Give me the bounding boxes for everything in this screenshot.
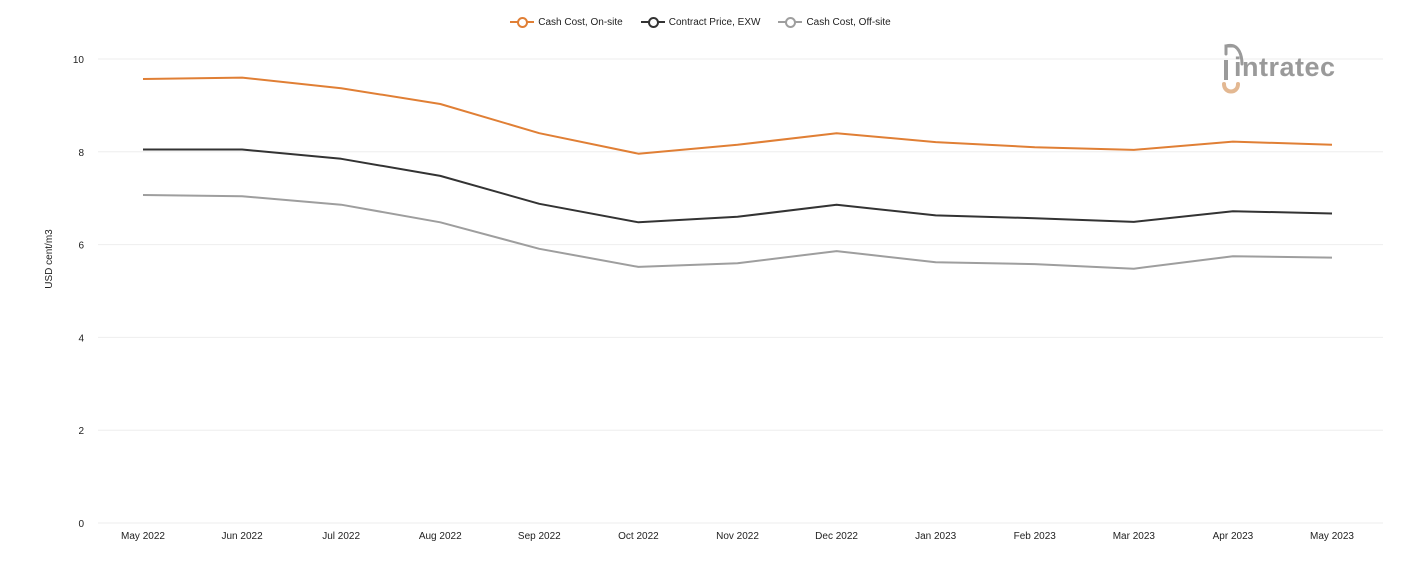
legend-swatch-on-site: [510, 16, 535, 28]
x-tick-label: Sep 2022: [518, 531, 561, 542]
data-point-series-1-1[interactable]: [239, 146, 245, 152]
y-tick-label: 0: [78, 519, 84, 530]
y-tick-label: 6: [78, 241, 84, 252]
y-tick-label: 8: [78, 148, 84, 159]
data-point-series-1-12[interactable]: [1329, 211, 1335, 217]
data-point-series-1-9[interactable]: [1032, 215, 1038, 221]
y-tick-label: 10: [73, 55, 85, 66]
data-point-series-1-10[interactable]: [1131, 219, 1137, 225]
data-point-series-2-6[interactable]: [735, 260, 741, 266]
intratec-logo: intratec: [1222, 43, 1336, 94]
data-point-series-1-0[interactable]: [140, 146, 146, 152]
legend-label-contract: Contract Price, EXW: [668, 16, 761, 28]
legend-item-cash-cost-on-site[interactable]: Cash Cost, On-site: [510, 16, 623, 28]
data-point-series-0-0[interactable]: [140, 76, 146, 82]
data-point-series-1-6[interactable]: [735, 214, 741, 220]
x-tick-label: Jan 2023: [915, 531, 957, 542]
data-point-series-0-12[interactable]: [1329, 142, 1335, 148]
data-point-series-1-3[interactable]: [437, 173, 443, 179]
data-point-series-2-5[interactable]: [635, 264, 641, 270]
data-point-series-0-2[interactable]: [338, 85, 344, 91]
data-point-series-2-12[interactable]: [1329, 255, 1335, 261]
data-point-series-2-7[interactable]: [834, 248, 840, 254]
legend-item-cash-cost-off-site[interactable]: Cash Cost, Off-site: [778, 16, 891, 28]
data-point-series-1-7[interactable]: [834, 202, 840, 208]
data-point-series-2-1[interactable]: [239, 193, 245, 199]
legend-swatch-contract: [640, 16, 665, 28]
x-tick-label: Aug 2022: [419, 531, 462, 542]
legend-label-off-site: Cash Cost, Off-site: [806, 16, 891, 28]
data-point-series-1-4[interactable]: [536, 201, 542, 207]
data-point-series-0-11[interactable]: [1230, 139, 1236, 145]
x-tick-label: Jun 2022: [222, 531, 264, 542]
x-tick-label: Nov 2022: [716, 531, 759, 542]
data-point-series-0-10[interactable]: [1131, 147, 1137, 153]
data-point-series-2-11[interactable]: [1230, 253, 1236, 259]
x-tick-label: Oct 2022: [618, 531, 659, 542]
data-point-series-0-3[interactable]: [437, 101, 443, 107]
data-point-series-2-9[interactable]: [1032, 261, 1038, 267]
data-point-series-1-2[interactable]: [338, 156, 344, 162]
data-point-series-1-8[interactable]: [933, 212, 939, 218]
data-point-series-0-5[interactable]: [635, 151, 641, 157]
x-tick-label: Dec 2022: [815, 531, 858, 542]
logo-text: intratec: [1234, 52, 1336, 82]
x-tick-label: Mar 2023: [1113, 531, 1156, 542]
data-point-series-0-6[interactable]: [735, 142, 741, 148]
chart-legend: Cash Cost, On-site Contract Price, EXW C…: [0, 16, 1401, 28]
data-point-series-2-3[interactable]: [437, 219, 443, 225]
y-tick-label: 4: [78, 333, 84, 344]
series-line-cash-cost-off-site[interactable]: [142, 194, 1333, 270]
legend-label-on-site: Cash Cost, On-site: [538, 16, 623, 28]
data-point-series-0-7[interactable]: [834, 130, 840, 136]
series-line-cash-cost-on-site[interactable]: [142, 76, 1333, 155]
data-point-series-0-9[interactable]: [1032, 144, 1038, 150]
y-axis-label: USD cent/m3: [44, 229, 55, 289]
data-point-series-2-10[interactable]: [1131, 266, 1137, 272]
data-point-series-2-4[interactable]: [536, 246, 542, 252]
x-tick-label: May 2022: [121, 531, 165, 542]
data-point-series-1-5[interactable]: [635, 219, 641, 225]
legend-swatch-off-site: [778, 16, 803, 28]
data-point-series-2-8[interactable]: [933, 259, 939, 265]
x-tick-label: Apr 2023: [1213, 531, 1254, 542]
x-tick-label: May 2023: [1310, 531, 1354, 542]
data-point-series-2-2[interactable]: [338, 202, 344, 208]
x-tick-label: Jul 2022: [322, 531, 360, 542]
data-point-series-0-4[interactable]: [536, 130, 542, 136]
legend-item-contract-price[interactable]: Contract Price, EXW: [640, 16, 761, 28]
y-tick-label: 2: [78, 426, 84, 437]
data-point-series-0-1[interactable]: [239, 75, 245, 81]
data-point-series-0-8[interactable]: [933, 139, 939, 145]
x-tick-label: Feb 2023: [1014, 531, 1057, 542]
data-point-series-2-0[interactable]: [140, 192, 146, 198]
series-line-contract-price-exw[interactable]: [143, 148, 1333, 224]
data-point-series-1-11[interactable]: [1230, 208, 1236, 214]
